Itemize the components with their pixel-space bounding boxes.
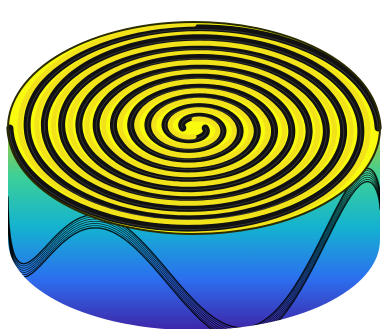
spiral-ridge xyxy=(34,31,371,235)
spiral-ridge xyxy=(17,21,354,225)
spiral-groove xyxy=(26,29,379,221)
rim-wave-strand xyxy=(8,174,380,329)
top-rim-edge xyxy=(6,21,382,235)
rim-wave-strand xyxy=(8,180,380,329)
spiral-groove xyxy=(9,38,362,231)
rim-wave-strand xyxy=(8,179,380,329)
surface-spiral-top xyxy=(6,21,382,235)
rim-wave-strand xyxy=(8,176,380,329)
